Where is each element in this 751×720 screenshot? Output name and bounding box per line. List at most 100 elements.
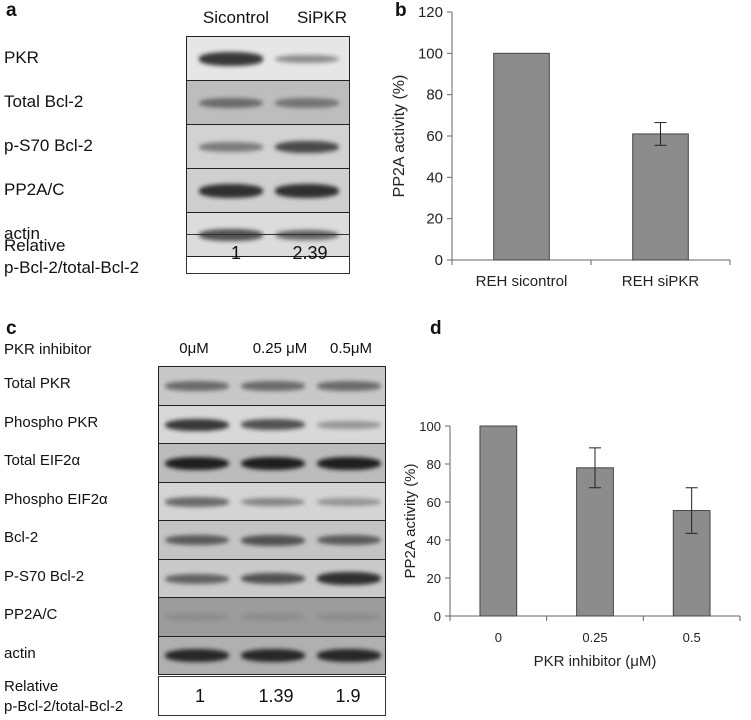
panel-c-row-header: PKR inhibitor	[4, 341, 92, 358]
y-tick-label: 20	[427, 571, 441, 586]
panel-c-band	[241, 419, 305, 431]
panel-c-relative-label-2: p-Bcl-2/total-Bcl-2	[4, 698, 124, 715]
panel-a-relative-box	[186, 234, 350, 274]
panel-a-band	[275, 54, 339, 64]
panel-c-relative-value-2: 1.39	[258, 686, 294, 706]
panel-a-row-label: PKR	[4, 48, 39, 67]
panel-c-col-header-1: 0μM	[179, 340, 209, 357]
panel-a-blot-strip	[186, 124, 350, 169]
x-tick-label: 0.25	[582, 630, 607, 645]
x-axis-label: PKR inhibitor (μM)	[534, 653, 657, 670]
y-tick-label: 40	[426, 169, 443, 186]
panel-a-relative-label-2: p-Bcl-2/total-Bcl-2	[4, 258, 140, 277]
panel-c-band	[317, 572, 381, 586]
bar	[632, 133, 689, 261]
panel-c-band	[317, 613, 381, 622]
panel-c-row-label: Phospho PKR	[4, 413, 99, 431]
panel-a-band	[199, 184, 263, 198]
panel-c-band	[165, 573, 229, 584]
y-tick-label: 100	[419, 419, 441, 434]
panel-b-letter: b	[395, 0, 407, 21]
panel-c-band	[241, 497, 305, 506]
panel-a-row-label: Total Bcl-2	[4, 92, 84, 111]
y-axis-label: PP2A activity (%)	[402, 463, 419, 578]
panel-c-blot-strip	[158, 481, 386, 521]
y-tick-label: 0	[434, 609, 441, 624]
panel-c-blot-strip	[158, 597, 386, 637]
panel-c-band	[241, 381, 305, 392]
panel-c-band	[165, 381, 229, 392]
panel-c-band	[317, 420, 381, 429]
panel-c-blot-strip	[158, 366, 386, 406]
panel-c-band	[165, 496, 229, 507]
panel-a-row-label: PP2A/C	[4, 180, 65, 199]
panel-c-relative-box	[158, 676, 386, 716]
panel-a-band	[199, 142, 263, 152]
panel-c-blot-strip	[158, 520, 386, 560]
panel-c-band	[165, 418, 229, 431]
y-tick-label: 80	[427, 457, 441, 472]
panel-c-letter: c	[6, 318, 17, 339]
panel-c-row-label: P-S70 Bcl-2	[4, 567, 85, 585]
panel-a-row-label: p-S70 Bcl-2	[4, 136, 93, 155]
y-tick-label: 120	[418, 4, 443, 21]
panel-c-band	[165, 649, 229, 663]
y-tick-label: 0	[435, 252, 443, 269]
panel-c-blot-strip	[158, 404, 386, 444]
panel-a-blot-strip	[186, 80, 350, 125]
panel-c-band	[317, 534, 381, 546]
panel-a-band	[275, 184, 339, 198]
y-tick-label: 60	[427, 495, 441, 510]
panel-c-blot-strip	[158, 558, 386, 598]
y-tick-label: 80	[426, 87, 443, 104]
panel-b-chart: 0 20 40 60 80 100 120 REH sicontrol REH siPKR PP2…	[391, 4, 731, 290]
panel-c-blot-strip	[158, 443, 386, 483]
panel-a-relative-label: Relative	[4, 236, 66, 255]
panel-c-band	[317, 456, 381, 470]
panel-c-col-header-3: 0.5μM	[330, 340, 372, 357]
panel-c-row-label: Bcl-2	[4, 529, 39, 547]
panel-c-band	[241, 534, 305, 546]
panel-c-relative-label: Relative	[4, 678, 59, 695]
panel-a-band	[275, 98, 339, 108]
panel-c-row-label: Phospho EIF2α	[4, 490, 108, 508]
panel-c-col-header-2: 0.25 μM	[252, 340, 308, 357]
y-tick-label: 60	[426, 128, 443, 145]
panel-c-band	[165, 456, 229, 470]
x-tick-label: REH sicontrol	[476, 273, 568, 290]
panel-c-band	[241, 649, 305, 663]
panel-c-relative-value-1: 1	[194, 686, 205, 706]
bar	[493, 52, 550, 261]
panel-a-blot-strip	[186, 36, 350, 81]
panel-a-relative-value-1: 1	[230, 243, 241, 263]
panel-c-blot-strip	[158, 635, 386, 675]
panel-a-row-label: actin	[4, 224, 40, 243]
panel-a-blot-strip	[186, 168, 350, 213]
panel-c-band	[317, 649, 381, 663]
bar	[479, 425, 518, 617]
panel-c-band	[317, 381, 381, 392]
panel-c-row-label: actin	[4, 644, 36, 662]
panel-d-letter: d	[430, 318, 442, 339]
panel-c-row-label: Total EIF2α	[4, 452, 81, 470]
panel-a-col-header-1: Sicontrol	[202, 8, 270, 27]
panel-a-band	[199, 97, 263, 109]
panel-c-band	[241, 573, 305, 585]
x-tick-label: 0	[495, 630, 502, 645]
panel-a-letter: a	[6, 0, 17, 21]
y-tick-label: 100	[418, 45, 443, 62]
panel-a-col-header-2: SiPKR	[296, 8, 348, 27]
panel-c-band	[165, 613, 229, 622]
panel-c-band	[241, 456, 305, 470]
x-tick-label: REH siPKR	[622, 273, 700, 290]
panel-c-band	[165, 534, 229, 546]
panel-a-relative-value-2: 2.39	[292, 243, 328, 263]
panel-c-relative-value-3: 1.9	[335, 686, 361, 706]
panel-d-chart: 0 20 40 60 80 100 0 0.25 0.5 PP2A activity (%) PKR…	[402, 419, 741, 670]
y-axis-label: PP2A activity (%)	[391, 75, 408, 198]
panel-a-band	[275, 140, 339, 154]
panel-c-row-label: Total PKR	[4, 375, 71, 393]
panel-c-row-label: PP2A/C	[4, 606, 58, 624]
panel-c-band	[317, 497, 381, 506]
panel-a-band	[199, 52, 263, 66]
